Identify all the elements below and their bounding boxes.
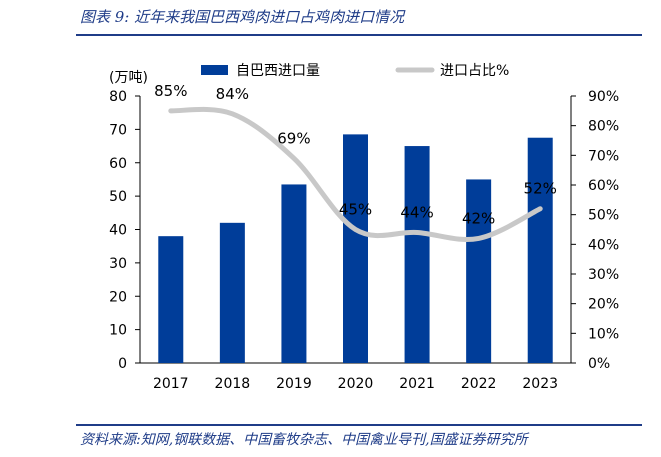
line-data-label-2017: 85% <box>154 82 187 100</box>
y-axis-unit-label: (万吨) <box>109 70 148 86</box>
y-right-tick-label: 70% <box>588 148 619 164</box>
y-axis-right-ticks: 0% 10% 20% 30% 40% 50% 60% 70% 80% 90% <box>571 89 619 372</box>
legend-label-line: 进口占比% <box>440 63 509 79</box>
y-left-tick-label: 60 <box>109 156 127 172</box>
figure-source: 资料来源:知网,钢联数据、中国畜牧杂志、中国禽业导刊,国盛证券研究所 <box>80 432 528 448</box>
y-right-tick-label: 10% <box>588 326 619 342</box>
bar-2023 <box>527 137 553 363</box>
legend-label-bar: 自巴西进口量 <box>236 63 320 79</box>
y-right-tick-label: 80% <box>588 119 619 135</box>
y-left-tick-label: 20 <box>109 289 127 305</box>
bottom-rule <box>76 424 642 426</box>
legend-swatch-bar <box>201 65 228 75</box>
bar-2022 <box>466 179 492 363</box>
y-right-tick-label: 0% <box>588 356 610 372</box>
line-series <box>168 106 543 242</box>
line-data-label-2022: 42% <box>462 209 495 227</box>
y-left-tick-label: 50 <box>109 189 127 205</box>
x-tick-label-2019: 2019 <box>276 376 312 392</box>
y-right-tick-label: 90% <box>588 89 619 105</box>
y-left-tick-label: 10 <box>109 323 127 339</box>
line-data-label-2019: 69% <box>277 129 310 147</box>
line-data-labels: 85% 84% 69% 45% 44% 42% 52% <box>154 82 557 228</box>
line-data-label-2023: 52% <box>524 180 557 198</box>
y-left-tick-label: 80 <box>109 89 127 105</box>
x-tick-label-2020: 2020 <box>338 376 374 392</box>
bar-2019 <box>281 184 307 363</box>
x-tick-label-2021: 2021 <box>399 376 435 392</box>
x-tick-label-2023: 2023 <box>522 376 558 392</box>
top-rule <box>76 34 642 36</box>
x-axis-ticks: 2017 2018 2019 2020 2021 2022 2023 <box>153 376 558 392</box>
bar-2017 <box>158 236 184 363</box>
line-data-label-2021: 44% <box>400 203 433 221</box>
y-left-tick-label: 30 <box>109 256 127 272</box>
y-left-tick-label: 40 <box>109 223 127 239</box>
y-right-tick-label: 60% <box>588 178 619 194</box>
bar-2018 <box>219 222 245 363</box>
y-right-tick-label: 30% <box>588 267 619 283</box>
bar-2021 <box>404 146 430 363</box>
x-tick-label-2022: 2022 <box>461 376 497 392</box>
y-axis-left-ticks: 0 10 20 30 40 50 60 70 80 <box>109 89 140 372</box>
x-tick-label-2017: 2017 <box>153 376 189 392</box>
y-left-tick-label: 0 <box>118 356 127 372</box>
y-left-tick-label: 70 <box>109 122 127 138</box>
figure-title: 图表 9: 近年来我国巴西鸡肉进口占鸡肉进口情况 <box>80 8 405 26</box>
line-data-label-2018: 84% <box>216 85 249 103</box>
bar-2020 <box>343 134 368 363</box>
x-tick-label-2018: 2018 <box>215 376 251 392</box>
y-right-tick-label: 20% <box>588 297 619 313</box>
y-right-tick-label: 40% <box>588 237 619 253</box>
line-path-import-share <box>168 106 543 242</box>
bar-series <box>158 134 553 363</box>
y-right-tick-label: 50% <box>588 208 619 224</box>
line-data-label-2020: 45% <box>339 201 372 219</box>
